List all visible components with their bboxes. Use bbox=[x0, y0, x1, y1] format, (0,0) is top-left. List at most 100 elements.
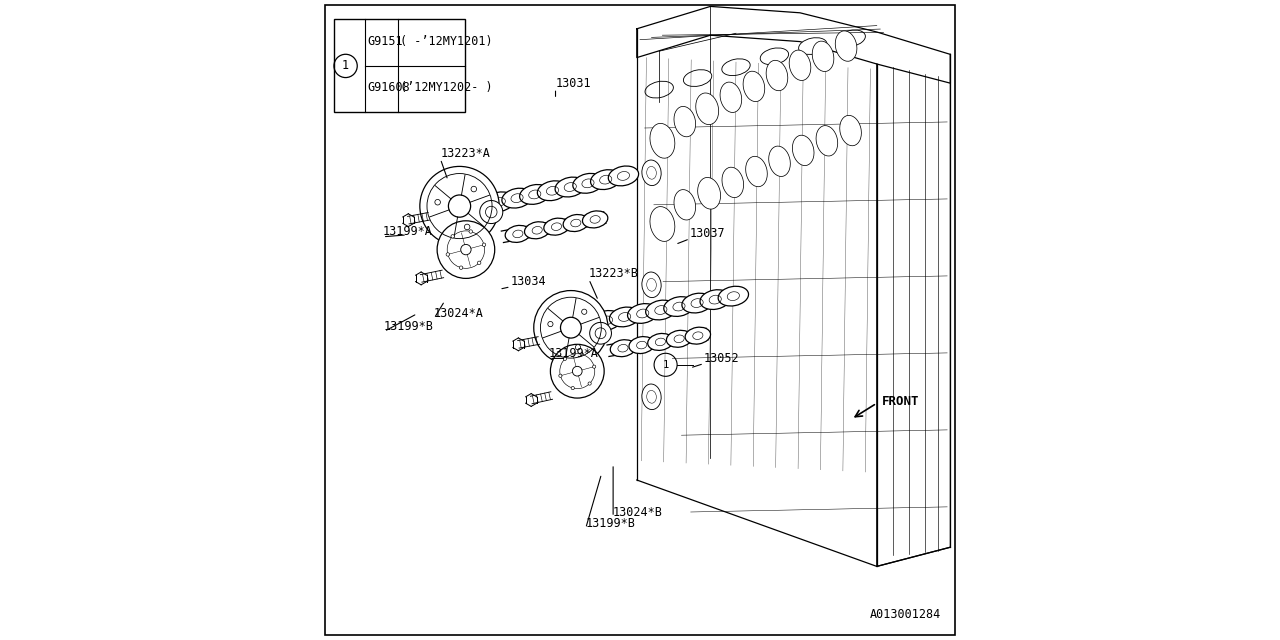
Ellipse shape bbox=[722, 167, 744, 198]
Circle shape bbox=[559, 374, 562, 378]
Circle shape bbox=[438, 221, 495, 278]
Ellipse shape bbox=[556, 177, 585, 197]
Ellipse shape bbox=[641, 384, 662, 410]
Text: 13199*B: 13199*B bbox=[585, 517, 635, 530]
Circle shape bbox=[563, 357, 567, 360]
Circle shape bbox=[571, 387, 575, 390]
Ellipse shape bbox=[698, 177, 721, 209]
Ellipse shape bbox=[520, 184, 550, 204]
Ellipse shape bbox=[817, 125, 837, 156]
Text: 13037: 13037 bbox=[690, 227, 726, 240]
Ellipse shape bbox=[650, 207, 675, 241]
Ellipse shape bbox=[645, 300, 676, 320]
Ellipse shape bbox=[746, 156, 767, 187]
Text: 13024*A: 13024*A bbox=[434, 307, 484, 320]
Circle shape bbox=[460, 266, 463, 269]
Ellipse shape bbox=[563, 214, 589, 232]
Circle shape bbox=[580, 353, 584, 356]
Circle shape bbox=[435, 200, 440, 205]
Ellipse shape bbox=[502, 188, 532, 208]
Ellipse shape bbox=[685, 327, 710, 344]
Ellipse shape bbox=[591, 310, 622, 330]
Ellipse shape bbox=[760, 48, 788, 65]
Text: 13199*A: 13199*A bbox=[549, 347, 599, 360]
Ellipse shape bbox=[664, 297, 694, 316]
Text: (’12MY1202- ): (’12MY1202- ) bbox=[399, 81, 493, 94]
Ellipse shape bbox=[799, 38, 827, 54]
Circle shape bbox=[465, 224, 470, 230]
Circle shape bbox=[593, 365, 595, 368]
Ellipse shape bbox=[538, 181, 567, 201]
Circle shape bbox=[572, 366, 582, 376]
Text: 13199*B: 13199*B bbox=[384, 320, 434, 333]
Ellipse shape bbox=[744, 71, 764, 102]
Ellipse shape bbox=[608, 166, 639, 186]
Ellipse shape bbox=[484, 192, 515, 212]
Text: 1: 1 bbox=[342, 60, 349, 72]
Ellipse shape bbox=[769, 146, 790, 177]
Ellipse shape bbox=[641, 160, 662, 186]
Text: 13031: 13031 bbox=[556, 77, 591, 90]
Text: 1: 1 bbox=[663, 360, 668, 370]
Text: A013001284: A013001284 bbox=[870, 608, 941, 621]
Circle shape bbox=[447, 253, 449, 256]
Ellipse shape bbox=[675, 106, 695, 137]
Ellipse shape bbox=[667, 330, 691, 348]
Text: 13223*A: 13223*A bbox=[440, 147, 490, 160]
Ellipse shape bbox=[573, 173, 603, 193]
Ellipse shape bbox=[840, 115, 861, 146]
Circle shape bbox=[451, 235, 454, 238]
Ellipse shape bbox=[718, 286, 749, 306]
Circle shape bbox=[480, 200, 503, 223]
Ellipse shape bbox=[722, 59, 750, 76]
Circle shape bbox=[534, 291, 608, 365]
Circle shape bbox=[483, 243, 485, 246]
Circle shape bbox=[448, 195, 471, 217]
Circle shape bbox=[548, 321, 553, 326]
Ellipse shape bbox=[696, 93, 718, 125]
Circle shape bbox=[588, 382, 591, 385]
Ellipse shape bbox=[837, 30, 865, 47]
Circle shape bbox=[420, 166, 499, 246]
Circle shape bbox=[561, 317, 581, 338]
Text: 13199*A: 13199*A bbox=[383, 225, 433, 238]
Ellipse shape bbox=[582, 211, 608, 228]
Ellipse shape bbox=[790, 50, 810, 81]
Ellipse shape bbox=[767, 60, 787, 91]
Circle shape bbox=[477, 261, 481, 264]
Circle shape bbox=[576, 344, 581, 350]
Ellipse shape bbox=[627, 303, 658, 323]
Text: 13034: 13034 bbox=[511, 275, 547, 288]
Ellipse shape bbox=[721, 82, 741, 113]
Text: 13052: 13052 bbox=[704, 352, 740, 365]
Ellipse shape bbox=[684, 70, 712, 86]
Circle shape bbox=[471, 186, 476, 192]
Ellipse shape bbox=[650, 124, 675, 158]
Text: G9151: G9151 bbox=[367, 35, 403, 48]
Ellipse shape bbox=[645, 81, 673, 98]
Text: FRONT: FRONT bbox=[882, 395, 919, 408]
Circle shape bbox=[590, 323, 612, 344]
Ellipse shape bbox=[525, 222, 550, 239]
Circle shape bbox=[461, 244, 471, 255]
Ellipse shape bbox=[628, 337, 654, 353]
Ellipse shape bbox=[792, 135, 814, 166]
Ellipse shape bbox=[648, 333, 673, 351]
Ellipse shape bbox=[611, 340, 636, 356]
Text: 13024*B: 13024*B bbox=[613, 506, 663, 518]
Text: ( -’12MY1201): ( -’12MY1201) bbox=[399, 35, 493, 48]
Ellipse shape bbox=[682, 293, 712, 313]
Text: G91608: G91608 bbox=[367, 81, 410, 94]
Ellipse shape bbox=[813, 41, 833, 72]
Ellipse shape bbox=[675, 189, 695, 220]
Ellipse shape bbox=[506, 225, 530, 243]
Circle shape bbox=[468, 230, 472, 233]
Text: 13223*B: 13223*B bbox=[589, 268, 639, 280]
Ellipse shape bbox=[641, 272, 662, 298]
Ellipse shape bbox=[700, 290, 731, 310]
Ellipse shape bbox=[836, 31, 856, 61]
Ellipse shape bbox=[544, 218, 570, 235]
Ellipse shape bbox=[609, 307, 640, 327]
Circle shape bbox=[550, 344, 604, 398]
Circle shape bbox=[581, 309, 586, 314]
